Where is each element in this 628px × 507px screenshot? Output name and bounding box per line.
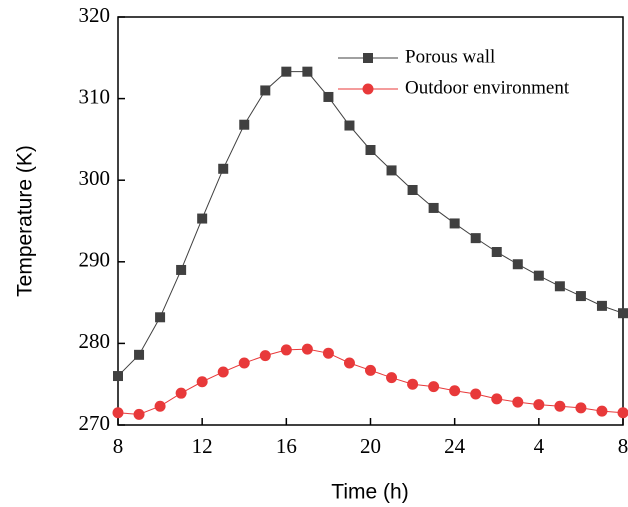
x-axis-title: Time (h) xyxy=(331,481,408,504)
point xyxy=(449,385,461,397)
point xyxy=(512,259,523,270)
point xyxy=(280,344,292,356)
point xyxy=(343,357,355,369)
point xyxy=(260,85,271,96)
point xyxy=(217,366,229,378)
point xyxy=(512,396,524,408)
point xyxy=(175,387,187,399)
point xyxy=(407,184,418,195)
point xyxy=(133,408,145,420)
point xyxy=(554,400,566,412)
series-line xyxy=(117,348,624,415)
y-tick-label: 270 xyxy=(79,411,111,435)
point xyxy=(596,300,607,311)
point xyxy=(491,393,503,405)
x-tick-label: 4 xyxy=(534,434,545,458)
point xyxy=(322,347,334,359)
x-tick-label: 8 xyxy=(113,434,124,458)
point xyxy=(618,308,628,319)
x-tick-label: 20 xyxy=(360,434,381,458)
point xyxy=(113,371,123,382)
legend-label: Outdoor environment xyxy=(405,77,570,98)
y-tick-label: 300 xyxy=(79,166,111,190)
y-tick-label: 290 xyxy=(79,248,111,272)
point xyxy=(554,281,565,292)
point xyxy=(596,405,608,417)
point xyxy=(155,312,166,323)
point xyxy=(533,270,544,281)
point xyxy=(134,349,145,360)
legend-marker xyxy=(362,83,374,95)
point xyxy=(197,213,208,224)
point xyxy=(428,202,439,213)
point xyxy=(386,165,397,176)
point xyxy=(470,388,482,400)
point xyxy=(302,66,313,77)
legend-label: Porous wall xyxy=(405,46,495,67)
point xyxy=(470,233,481,244)
y-tick-label: 280 xyxy=(79,329,111,353)
point xyxy=(323,91,334,102)
point xyxy=(533,399,545,411)
y-tick-label: 310 xyxy=(79,84,111,108)
point xyxy=(365,364,376,376)
y-tick-label: 320 xyxy=(79,3,111,27)
x-tick-label: 16 xyxy=(276,434,297,458)
point xyxy=(365,145,376,156)
point xyxy=(428,381,440,393)
point xyxy=(575,402,587,414)
x-tick-label: 24 xyxy=(444,434,466,458)
point xyxy=(259,350,271,362)
point xyxy=(238,357,250,369)
x-tick-label: 12 xyxy=(192,434,213,458)
point xyxy=(154,400,166,412)
point xyxy=(281,66,292,77)
legend-marker xyxy=(363,53,373,63)
point xyxy=(112,407,124,419)
point xyxy=(407,378,419,390)
y-axis-title: Temperature (K) xyxy=(14,145,37,297)
point xyxy=(449,218,460,229)
point xyxy=(491,247,502,258)
point xyxy=(575,291,586,302)
point xyxy=(176,264,187,275)
point xyxy=(196,376,208,388)
x-tick-label: 8 xyxy=(618,434,628,458)
point xyxy=(617,407,628,419)
point xyxy=(218,163,229,174)
point xyxy=(239,119,250,130)
point xyxy=(386,372,398,384)
point xyxy=(301,343,313,355)
point xyxy=(344,120,355,131)
series-line xyxy=(117,71,624,377)
